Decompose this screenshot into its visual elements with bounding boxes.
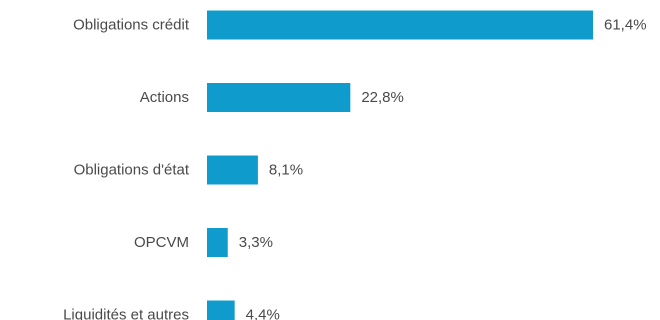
category-label-3: OPCVM (134, 234, 189, 251)
category-label-4: Liquidités et autres (63, 307, 189, 320)
value-label-1: 22,8% (361, 89, 404, 106)
bar-0 (207, 10, 593, 40)
value-label-0: 61,4% (604, 17, 647, 34)
bar-4 (207, 300, 235, 320)
category-label-0: Obligations crédit (73, 17, 190, 34)
category-label-2: Obligations d'état (74, 162, 190, 179)
value-labels-group: 61,4% 22,8% 8,1% 3,3% 4,4% (239, 17, 647, 320)
category-labels-group: Obligations crédit Actions Obligations d'é… (63, 17, 190, 320)
category-label-1: Actions (140, 89, 189, 106)
value-label-2: 8,1% (269, 162, 303, 179)
value-label-4: 4,4% (246, 307, 280, 320)
bar-3 (207, 228, 228, 257)
value-label-3: 3,3% (239, 234, 273, 251)
bar-2 (207, 155, 258, 185)
bars-group (207, 10, 593, 320)
bar-1 (207, 83, 351, 112)
